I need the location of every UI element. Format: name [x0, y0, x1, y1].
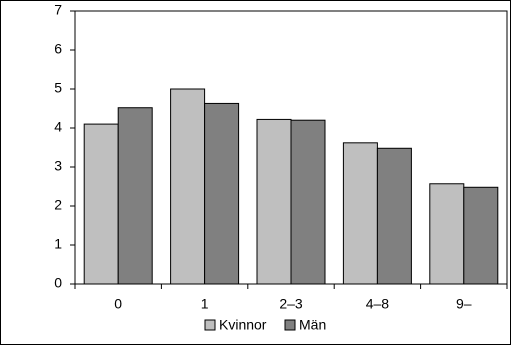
y-tick-label: 1 — [54, 236, 62, 252]
x-tick-label: 9– — [456, 296, 472, 312]
legend-swatch — [284, 319, 296, 331]
legend-label: Män — [299, 317, 326, 333]
y-tick-label: 6 — [54, 41, 62, 57]
bar — [342, 142, 378, 285]
bar — [117, 107, 153, 285]
y-tick-label: 3 — [54, 158, 62, 174]
bar — [256, 118, 292, 285]
bar — [170, 88, 206, 285]
y-tick-label: 4 — [54, 119, 62, 135]
bar — [204, 102, 240, 285]
y-tick-label: 5 — [54, 80, 62, 96]
bar — [376, 147, 412, 285]
bar — [83, 123, 119, 285]
x-tick-label: 4–8 — [366, 296, 390, 312]
bar — [463, 186, 499, 285]
legend-label: Kvinnor — [219, 317, 267, 333]
y-tick-label: 2 — [54, 197, 62, 213]
x-tick-label: 1 — [201, 296, 209, 312]
x-tick-label: 0 — [114, 296, 122, 312]
y-tick-label: 0 — [54, 275, 62, 291]
bar — [290, 119, 326, 285]
x-tick-label: 2–3 — [279, 296, 303, 312]
legend-swatch — [204, 319, 216, 331]
y-tick-label: 7 — [54, 2, 62, 18]
bar — [429, 183, 465, 285]
